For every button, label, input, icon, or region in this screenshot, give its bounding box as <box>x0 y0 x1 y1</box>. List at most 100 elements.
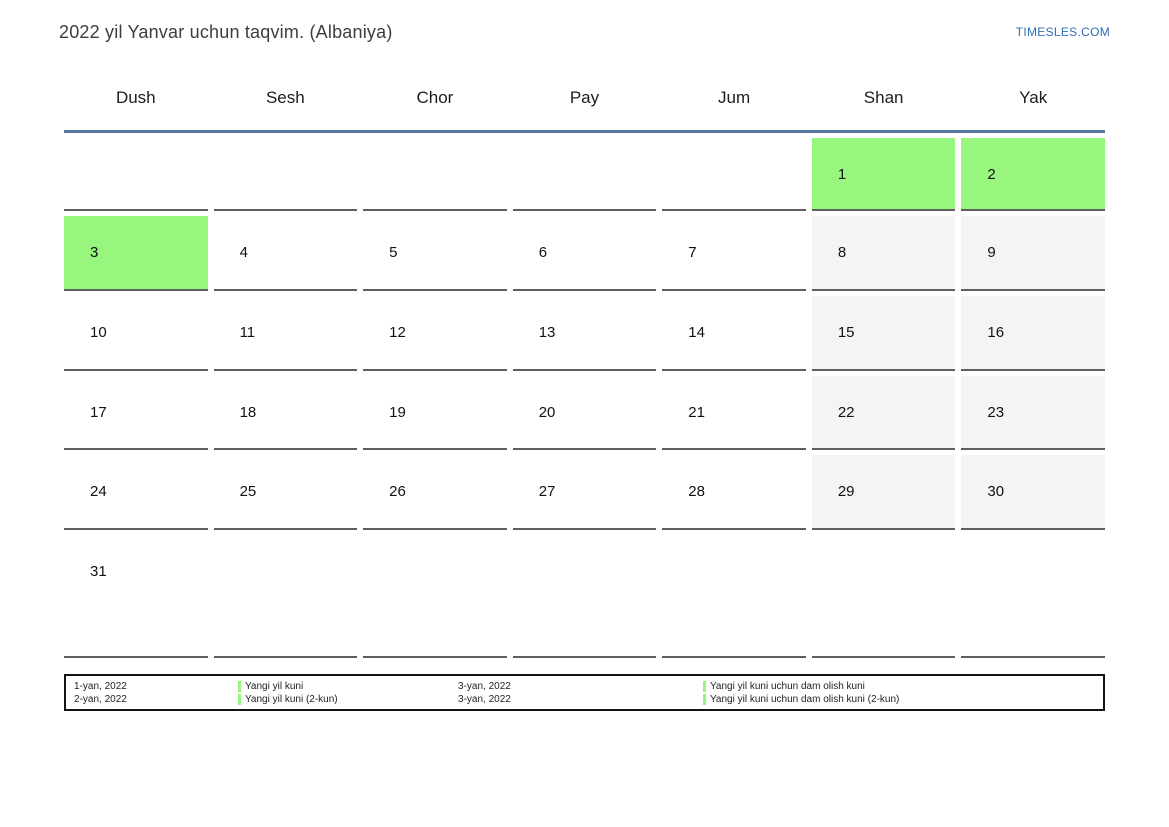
day-cell: 13 <box>512 291 657 371</box>
day-number: 19 <box>389 404 406 421</box>
day-number: 17 <box>90 404 107 421</box>
day-number: 1 <box>837 166 847 183</box>
day-cell-holiday: 2 <box>961 133 1105 211</box>
day-cell-weekend: 15 <box>811 291 956 371</box>
day-cell-empty <box>512 133 657 211</box>
day-cell-holiday: 3 <box>64 211 208 291</box>
day-number: 7 <box>688 244 697 261</box>
holiday-marker-icon <box>238 681 241 692</box>
day-number: 5 <box>389 244 398 261</box>
day-cell-empty <box>363 133 507 211</box>
holiday-highlight <box>64 216 208 289</box>
day-cell-empty <box>213 133 358 211</box>
page-title: 2022 yil Yanvar uchun taqvim. (Albaniya) <box>59 22 393 42</box>
legend-date: 1-yan, 2022 <box>74 681 127 692</box>
day-cell-holiday: 1 <box>811 133 956 211</box>
day-number: 24 <box>90 483 107 500</box>
weekend-shade <box>961 296 1105 369</box>
weekend-shade <box>811 216 956 289</box>
day-number: 12 <box>389 324 406 341</box>
day-cell: 31 <box>64 530 208 658</box>
day-number: 30 <box>987 483 1005 500</box>
day-cell: 6 <box>512 211 657 291</box>
day-cell: 25 <box>213 450 358 530</box>
day-cell: 18 <box>213 371 358 450</box>
weekend-shade <box>961 216 1105 289</box>
weekday-jum: Jum <box>718 88 751 107</box>
legend-date: 3-yan, 2022 <box>458 694 511 705</box>
day-number: 28 <box>688 483 705 500</box>
day-number: 31 <box>90 563 107 580</box>
holiday-marker-icon <box>703 694 706 705</box>
header-divider-line <box>64 130 1105 133</box>
day-number: 25 <box>239 483 257 500</box>
legend-label: Yangi yil kuni <box>245 681 304 692</box>
day-number: 23 <box>987 404 1005 421</box>
day-cell: 28 <box>662 450 806 530</box>
legend-date: 2-yan, 2022 <box>74 694 127 705</box>
weekend-shade <box>811 376 956 448</box>
day-cell: 5 <box>363 211 507 291</box>
legend-row-2: 2-yan, 2022 Yangi yil kuni (2-kun) 3-yan… <box>66 693 1103 706</box>
weekend-shade <box>961 376 1105 448</box>
day-number: 16 <box>987 324 1005 341</box>
day-number: 18 <box>239 404 257 421</box>
day-number: 26 <box>389 483 406 500</box>
day-cell-empty <box>213 530 358 658</box>
day-number: 13 <box>538 324 556 341</box>
day-cell-weekend: 22 <box>811 371 956 450</box>
day-number: 14 <box>688 324 705 341</box>
weekend-shade <box>811 296 956 369</box>
legend-date: 3-yan, 2022 <box>458 681 511 692</box>
holiday-highlight <box>961 138 1105 209</box>
day-cell: 27 <box>512 450 657 530</box>
weekday-sesh: Sesh <box>265 88 305 107</box>
day-cell-weekend: 29 <box>811 450 956 530</box>
legend-label: Yangi yil kuni uchun dam olish kuni (2-k… <box>710 694 900 705</box>
weekday-yak: Yak <box>1019 88 1048 107</box>
weekend-shade <box>961 455 1105 528</box>
weekday-pay: Pay <box>569 88 600 107</box>
day-cell: 11 <box>213 291 358 371</box>
day-cell-weekend: 23 <box>961 371 1105 450</box>
day-cell: 12 <box>363 291 507 371</box>
day-cell-weekend: 16 <box>961 291 1105 371</box>
day-cell-empty <box>64 133 208 211</box>
day-number: 2 <box>987 166 996 183</box>
day-number: 22 <box>837 404 855 421</box>
legend-label: Yangi yil kuni (2-kun) <box>245 694 338 705</box>
day-cell-weekend: 8 <box>811 211 956 291</box>
day-cell-empty <box>662 530 806 658</box>
day-cell: 7 <box>662 211 806 291</box>
day-cell-empty <box>961 530 1105 658</box>
day-cell: 24 <box>64 450 208 530</box>
weekday-shan: Shan <box>863 88 904 107</box>
holiday-marker-icon <box>238 694 241 705</box>
day-cell-weekend: 30 <box>961 450 1105 530</box>
day-number: 15 <box>837 324 855 341</box>
day-cell: 21 <box>662 371 806 450</box>
weekday-header-row: Dush Sesh Chor Pay Jum Shan Yak <box>64 88 1105 108</box>
day-number: 4 <box>239 244 248 261</box>
day-number: 8 <box>837 244 847 261</box>
day-cell: 19 <box>363 371 507 450</box>
day-number: 11 <box>239 324 256 341</box>
day-cell-empty <box>512 530 657 658</box>
day-cell-empty <box>811 530 956 658</box>
day-number: 9 <box>987 244 996 261</box>
weekday-chor: Chor <box>416 88 454 107</box>
holiday-highlight <box>811 138 956 209</box>
legend-box: 1-yan, 2022 Yangi yil kuni 3-yan, 2022 Y… <box>64 674 1105 711</box>
weekday-dush: Dush <box>115 88 156 107</box>
day-cell: 4 <box>213 211 358 291</box>
day-number: 27 <box>538 483 556 500</box>
day-number: 21 <box>688 404 705 421</box>
day-cell: 26 <box>363 450 507 530</box>
day-number: 3 <box>90 244 99 261</box>
day-number: 10 <box>90 324 107 341</box>
day-cell: 17 <box>64 371 208 450</box>
timesles-link[interactable]: TIMESLES.COM <box>1015 25 1110 39</box>
legend-row-1: 1-yan, 2022 Yangi yil kuni 3-yan, 2022 Y… <box>66 680 1103 693</box>
day-cell-empty <box>363 530 507 658</box>
